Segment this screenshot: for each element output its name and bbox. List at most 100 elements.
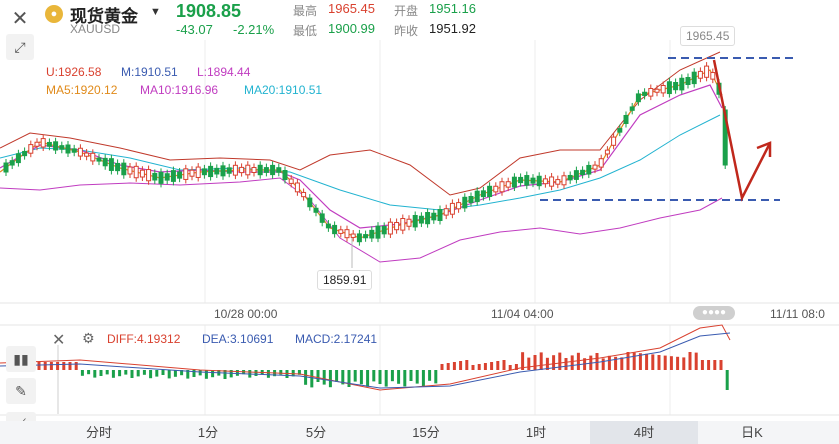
- ma20-line: [0, 114, 721, 211]
- candle: [542, 178, 548, 185]
- candle: [561, 175, 567, 186]
- pencil-icon[interactable]: ✎: [6, 378, 36, 404]
- prev-close-value: 1951.92: [429, 21, 476, 36]
- candle: [263, 167, 269, 173]
- candle: [654, 88, 660, 93]
- candle: [549, 176, 555, 187]
- macd-bar: [74, 362, 78, 370]
- open-label: 开盘: [394, 4, 419, 18]
- macd-bar: [440, 364, 444, 370]
- macd-bar: [118, 370, 122, 377]
- expand-icon[interactable]: ⤢: [6, 34, 34, 60]
- boll-mid: M:1910.51: [121, 65, 178, 79]
- candle: [468, 196, 474, 203]
- crosshair-icon[interactable]: ✕: [52, 332, 66, 349]
- candle: [288, 178, 294, 184]
- candle: [319, 213, 325, 223]
- low-label: 最低: [293, 24, 318, 38]
- macd-bar: [167, 370, 171, 379]
- instrument-name[interactable]: 现货黄金: [70, 7, 138, 26]
- macd-bar: [366, 370, 370, 387]
- ma20-label: MA20:1910.51: [244, 83, 323, 97]
- candle: [40, 138, 46, 148]
- candle: [245, 164, 251, 176]
- chevron-down-icon[interactable]: ▼: [150, 6, 161, 18]
- price-change-percent: -2.21%: [233, 22, 275, 37]
- candle: [344, 229, 350, 239]
- candle: [46, 141, 52, 147]
- macd-bar: [707, 360, 711, 370]
- candle: [375, 225, 381, 239]
- candle: [239, 166, 245, 174]
- candle: [580, 169, 586, 175]
- indicator-icon[interactable]: ▮▮: [6, 346, 36, 372]
- tab-15min[interactable]: 15分: [412, 425, 440, 440]
- macd-bar: [632, 352, 636, 370]
- boll-lower-line: [0, 177, 723, 263]
- tab-5min[interactable]: 5分: [305, 425, 327, 440]
- tab-1hour[interactable]: 1时: [525, 425, 547, 440]
- macd-bar: [521, 352, 525, 370]
- candle: [412, 215, 418, 228]
- candle: [710, 72, 716, 80]
- candle: [183, 168, 189, 180]
- candle: [77, 147, 83, 157]
- macd-bar: [421, 370, 425, 387]
- candle: [208, 165, 214, 178]
- candle: [648, 88, 654, 97]
- candle: [567, 174, 573, 181]
- candle: [394, 222, 400, 231]
- candle: [623, 115, 629, 124]
- candle: [282, 170, 288, 180]
- macd-bar: [43, 362, 47, 370]
- macd-bar: [37, 362, 41, 370]
- candle: [84, 152, 90, 157]
- candle: [493, 185, 499, 193]
- macd-bar: [198, 370, 202, 376]
- macd-bar: [465, 360, 469, 370]
- time-label: 10/28 00:00: [214, 307, 278, 321]
- dea-line: [0, 332, 731, 389]
- macd-value: MACD:2.17241: [295, 332, 378, 346]
- candle: [573, 170, 579, 180]
- time-label: 11/04 04:00: [491, 307, 554, 321]
- candle: [152, 172, 158, 181]
- close-icon[interactable]: ✕: [11, 7, 29, 30]
- scroll-handle[interactable]: ●●●●: [693, 306, 735, 320]
- candle: [22, 150, 28, 157]
- macd-bar: [99, 370, 103, 376]
- candle: [177, 171, 183, 179]
- macd-bar: [149, 370, 153, 379]
- tab-4hour[interactable]: 4时: [590, 421, 698, 444]
- tab-fenshi[interactable]: 分时: [85, 425, 112, 440]
- candle: [226, 167, 232, 174]
- macd-bar: [713, 360, 717, 370]
- macd-bar: [415, 370, 419, 384]
- candle: [251, 167, 257, 173]
- candle: [691, 71, 697, 85]
- last-price: 1908.85: [176, 1, 242, 21]
- candle: [170, 170, 176, 182]
- candle: [418, 215, 424, 224]
- candle: [232, 164, 238, 176]
- tab-1min[interactable]: 1分: [197, 425, 219, 440]
- macd-bar: [558, 352, 562, 370]
- settings-icon[interactable]: ⚙: [82, 330, 95, 346]
- candle: [332, 224, 338, 235]
- macd-bar: [130, 370, 134, 378]
- macd-bar: [595, 353, 599, 370]
- candle: [356, 233, 362, 243]
- candle: [350, 233, 356, 238]
- macd-bar: [142, 370, 146, 375]
- candle: [108, 158, 114, 171]
- tab-daily[interactable]: 日K: [741, 425, 763, 440]
- macd-diff: DIFF:4.19312: [107, 332, 181, 346]
- candle: [146, 169, 152, 182]
- candle: [431, 212, 437, 221]
- candle: [679, 77, 685, 91]
- candle: [53, 141, 59, 151]
- candle: [294, 182, 300, 193]
- candle: [592, 164, 598, 170]
- candle: [214, 167, 220, 175]
